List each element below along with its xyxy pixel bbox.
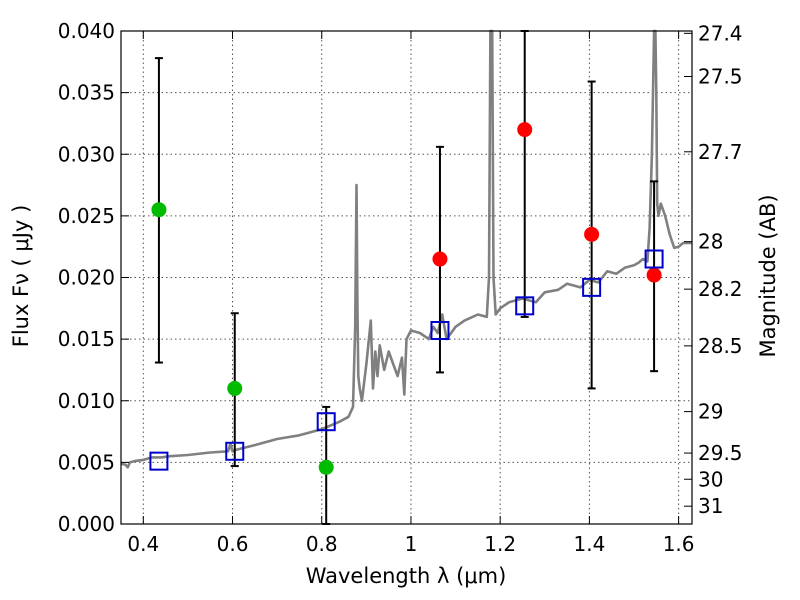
y2-tick-label: 29 bbox=[698, 400, 723, 424]
model-spectrum-line bbox=[120, 29, 692, 469]
tick-layer: 0.4 0.6 0.8 1 1.2 1.4 1.6 0.000 0.005 0.010 0.015 0… bbox=[58, 19, 743, 556]
y-tick-label: 0.015 bbox=[58, 327, 115, 351]
x-tick-label: 1.2 bbox=[484, 532, 516, 556]
model-spectrum-layer bbox=[120, 29, 692, 469]
y-tick-label: 0.030 bbox=[58, 142, 115, 166]
y2-tick-label: 31 bbox=[698, 494, 723, 518]
y-tick-label: 0.020 bbox=[58, 266, 115, 290]
y-tick-label: 0.005 bbox=[58, 450, 115, 474]
x-tick-label: 0.8 bbox=[306, 532, 338, 556]
y2-axis-label: Magnitude (AB) bbox=[756, 194, 780, 357]
x-tick-label: 1.6 bbox=[663, 532, 695, 556]
detections-point bbox=[584, 226, 600, 242]
y2-tick-label: 28.2 bbox=[698, 277, 743, 301]
model-fluxes-point bbox=[149, 451, 169, 471]
x-tick-label: 0.4 bbox=[127, 532, 159, 556]
grid bbox=[121, 30, 692, 525]
y2-tick-label: 28.5 bbox=[698, 334, 743, 358]
model-fluxes-point bbox=[316, 412, 336, 432]
non-detections-point bbox=[151, 202, 167, 218]
y2-tick-label: 27.7 bbox=[698, 140, 743, 164]
detections-point bbox=[517, 122, 533, 138]
y2-tick-label: 28 bbox=[698, 230, 723, 254]
y-tick-label: 0.035 bbox=[58, 81, 115, 105]
y-tick-label: 0.040 bbox=[58, 19, 115, 43]
y-tick-label: 0.000 bbox=[58, 512, 115, 536]
x-tick-label: 1 bbox=[405, 532, 418, 556]
non-detections-point bbox=[318, 459, 334, 475]
y-tick-label: 0.010 bbox=[58, 389, 115, 413]
model-fluxes-point bbox=[644, 249, 664, 269]
detections-point bbox=[646, 267, 662, 283]
x-tick-label: 0.6 bbox=[217, 532, 249, 556]
model-fluxes-point bbox=[582, 277, 602, 297]
y2-tick-label: 27.4 bbox=[698, 21, 743, 45]
marker-layer bbox=[149, 122, 664, 475]
y2-tick-label: 27.5 bbox=[698, 65, 743, 89]
detections-point bbox=[432, 251, 448, 267]
x-tick-label: 1.4 bbox=[573, 532, 605, 556]
x-axis-label: Wavelength λ (μm) bbox=[306, 564, 507, 588]
model-fluxes-point bbox=[430, 320, 450, 340]
y2-tick-label: 30 bbox=[698, 467, 723, 491]
non-detections-point bbox=[227, 380, 243, 396]
model-fluxes-point bbox=[515, 296, 535, 316]
y2-tick-label: 29.5 bbox=[698, 441, 743, 465]
y-axis-label: Flux Fν ( μJy ) bbox=[9, 205, 33, 348]
model-fluxes-point bbox=[225, 441, 245, 461]
y-tick-label: 0.025 bbox=[58, 204, 115, 228]
